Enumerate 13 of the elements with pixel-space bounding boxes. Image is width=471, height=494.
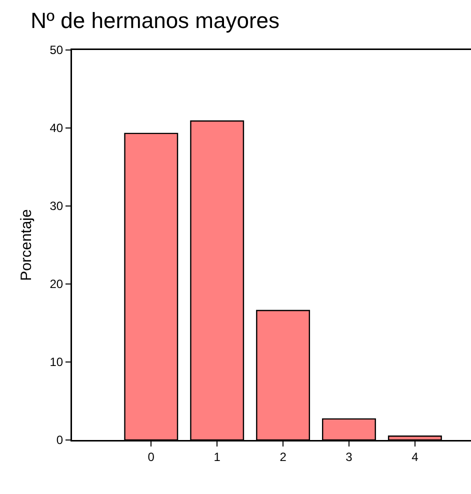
x-tick-label: 1 [214,450,221,464]
y-axis-title: Porcentaje [18,209,36,281]
y-tick-label: 50 [50,43,64,58]
y-tick-label: 0 [56,433,64,448]
x-tick-label: 4 [412,450,419,464]
y-tick-label: 20 [50,277,64,292]
x-tick-label: 0 [148,450,155,464]
y-tick-label: 10 [50,355,64,370]
x-tick-label: 2 [280,450,287,464]
chart-title: Nº de hermanos mayores [30,8,280,33]
y-tick-label: 40 [50,121,64,136]
x-tick-label: 3 [346,450,353,464]
y-tick-label: 30 [50,199,64,214]
